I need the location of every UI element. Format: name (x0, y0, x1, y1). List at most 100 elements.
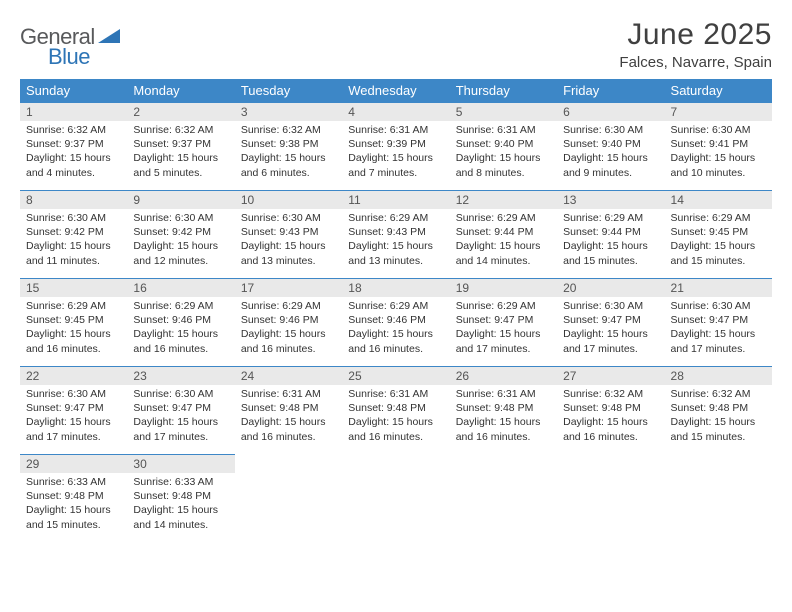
day-number: 18 (342, 279, 449, 297)
day-details: Sunrise: 6:32 AMSunset: 9:37 PMDaylight:… (20, 121, 127, 184)
sunrise-line: Sunrise: 6:31 AM (456, 123, 551, 137)
day-number: 28 (665, 367, 772, 385)
daylight-line: Daylight: 15 hours and 9 minutes. (563, 151, 658, 179)
daylight-line: Daylight: 15 hours and 16 minutes. (133, 327, 228, 355)
day-details: Sunrise: 6:33 AMSunset: 9:48 PMDaylight:… (127, 473, 234, 536)
daylight-line: Daylight: 15 hours and 15 minutes. (26, 503, 121, 531)
sunrise-line: Sunrise: 6:30 AM (671, 299, 766, 313)
day-number: 19 (450, 279, 557, 297)
day-details: Sunrise: 6:30 AMSunset: 9:40 PMDaylight:… (557, 121, 664, 184)
calendar-day-cell: 7Sunrise: 6:30 AMSunset: 9:41 PMDaylight… (665, 103, 772, 191)
day-details: Sunrise: 6:32 AMSunset: 9:37 PMDaylight:… (127, 121, 234, 184)
calendar-day-cell: 20 Sunrise: 6:30 AMSunset: 9:47 PMDayligh… (557, 279, 664, 367)
day-number: 7 (665, 103, 772, 121)
daylight-line: Daylight: 15 hours and 14 minutes. (133, 503, 228, 531)
calendar-day-cell: 26Sunrise: 6:31 AMSunset: 9:48 PMDayligh… (450, 367, 557, 455)
sunrise-line: Sunrise: 6:29 AM (348, 299, 443, 313)
sunset-line: Sunset: 9:43 PM (241, 225, 336, 239)
day-details: Sunrise: 6:32 AMSunset: 9:48 PMDaylight:… (557, 385, 664, 448)
calendar-day-cell: 18Sunrise: 6:29 AMSunset: 9:46 PMDayligh… (342, 279, 449, 367)
day-number: 24 (235, 367, 342, 385)
weekday-header: Saturday (665, 79, 772, 103)
sunset-line: Sunset: 9:38 PM (241, 137, 336, 151)
sunset-line: Sunset: 9:42 PM (133, 225, 228, 239)
daylight-line: Daylight: 15 hours and 16 minutes. (348, 415, 443, 443)
daylight-line: Daylight: 15 hours and 12 minutes. (133, 239, 228, 267)
sunrise-line: Sunrise: 6:33 AM (133, 475, 228, 489)
sunset-line: Sunset: 9:48 PM (348, 401, 443, 415)
sunrise-line: Sunrise: 6:30 AM (241, 211, 336, 225)
day-number: 9 (127, 191, 234, 209)
sunrise-line: Sunrise: 6:32 AM (563, 387, 658, 401)
sunrise-line: Sunrise: 6:29 AM (348, 211, 443, 225)
day-details: Sunrise: 6:29 AMSunset: 9:44 PMDaylight:… (557, 209, 664, 272)
day-details: Sunrise: 6:31 AMSunset: 9:48 PMDaylight:… (235, 385, 342, 448)
calendar-week-row: 22Sunrise: 6:30 AMSunset: 9:47 PMDayligh… (20, 367, 772, 455)
day-number: 1 (20, 103, 127, 121)
weekday-header-row: Sunday Monday Tuesday Wednesday Thursday… (20, 79, 772, 103)
day-details: Sunrise: 6:29 AMSunset: 9:46 PMDaylight:… (342, 297, 449, 360)
daylight-line: Daylight: 15 hours and 11 minutes. (26, 239, 121, 267)
sunset-line: Sunset: 9:45 PM (671, 225, 766, 239)
calendar-day-cell (450, 455, 557, 543)
daylight-line: Daylight: 15 hours and 16 minutes. (26, 327, 121, 355)
day-number: 4 (342, 103, 449, 121)
weekday-header: Thursday (450, 79, 557, 103)
day-number: 16 (127, 279, 234, 297)
daylight-line: Daylight: 15 hours and 8 minutes. (456, 151, 551, 179)
day-number: 25 (342, 367, 449, 385)
day-number: 14 (665, 191, 772, 209)
day-number: 20 (557, 279, 664, 297)
calendar-day-cell: 9Sunrise: 6:30 AMSunset: 9:42 PMDaylight… (127, 191, 234, 279)
daylight-line: Daylight: 15 hours and 6 minutes. (241, 151, 336, 179)
sunset-line: Sunset: 9:47 PM (671, 313, 766, 327)
sunrise-line: Sunrise: 6:31 AM (348, 387, 443, 401)
day-details: Sunrise: 6:31 AMSunset: 9:48 PMDaylight:… (450, 385, 557, 448)
day-number: 30 (127, 455, 234, 473)
sunrise-line: Sunrise: 6:30 AM (563, 299, 658, 313)
daylight-line: Daylight: 15 hours and 10 minutes. (671, 151, 766, 179)
calendar-week-row: 1Sunrise: 6:32 AMSunset: 9:37 PMDaylight… (20, 103, 772, 191)
day-number: 13 (557, 191, 664, 209)
logo-text-blue: Blue (48, 44, 120, 70)
calendar-day-cell: 29Sunrise: 6:33 AMSunset: 9:48 PMDayligh… (20, 455, 127, 543)
weekday-header: Friday (557, 79, 664, 103)
weekday-header: Tuesday (235, 79, 342, 103)
sunrise-line: Sunrise: 6:29 AM (456, 299, 551, 313)
calendar-day-cell: 5Sunrise: 6:31 AMSunset: 9:40 PMDaylight… (450, 103, 557, 191)
calendar-day-cell: 3Sunrise: 6:32 AMSunset: 9:38 PMDaylight… (235, 103, 342, 191)
calendar-day-cell (342, 455, 449, 543)
sunset-line: Sunset: 9:48 PM (133, 489, 228, 503)
daylight-line: Daylight: 15 hours and 17 minutes. (26, 415, 121, 443)
logo: General Blue (20, 18, 120, 70)
day-number: 15 (20, 279, 127, 297)
day-details: Sunrise: 6:32 AMSunset: 9:38 PMDaylight:… (235, 121, 342, 184)
daylight-line: Daylight: 15 hours and 14 minutes. (456, 239, 551, 267)
sunset-line: Sunset: 9:47 PM (563, 313, 658, 327)
calendar-week-row: 8Sunrise: 6:30 AMSunset: 9:42 PMDaylight… (20, 191, 772, 279)
calendar-week-row: 29Sunrise: 6:33 AMSunset: 9:48 PMDayligh… (20, 455, 772, 543)
day-number: 10 (235, 191, 342, 209)
daylight-line: Daylight: 15 hours and 16 minutes. (241, 415, 336, 443)
daylight-line: Daylight: 15 hours and 13 minutes. (348, 239, 443, 267)
day-details: Sunrise: 6:29 AMSunset: 9:47 PMDaylight:… (450, 297, 557, 360)
day-number: 11 (342, 191, 449, 209)
calendar-day-cell: 11Sunrise: 6:29 AMSunset: 9:43 PMDayligh… (342, 191, 449, 279)
day-details: Sunrise: 6:30 AMSunset: 9:47 PMDaylight:… (127, 385, 234, 448)
day-number: 12 (450, 191, 557, 209)
calendar-day-cell: 12Sunrise: 6:29 AMSunset: 9:44 PMDayligh… (450, 191, 557, 279)
sunrise-line: Sunrise: 6:32 AM (26, 123, 121, 137)
sunrise-line: Sunrise: 6:31 AM (348, 123, 443, 137)
sunset-line: Sunset: 9:37 PM (133, 137, 228, 151)
daylight-line: Daylight: 15 hours and 15 minutes. (671, 415, 766, 443)
sunrise-line: Sunrise: 6:30 AM (133, 387, 228, 401)
sunrise-line: Sunrise: 6:30 AM (671, 123, 766, 137)
calendar-day-cell: 21Sunrise: 6:30 AMSunset: 9:47 PMDayligh… (665, 279, 772, 367)
calendar-day-cell (665, 455, 772, 543)
sunset-line: Sunset: 9:48 PM (671, 401, 766, 415)
calendar-day-cell: 2Sunrise: 6:32 AMSunset: 9:37 PMDaylight… (127, 103, 234, 191)
day-number: 27 (557, 367, 664, 385)
sunset-line: Sunset: 9:37 PM (26, 137, 121, 151)
daylight-line: Daylight: 15 hours and 17 minutes. (563, 327, 658, 355)
day-number: 17 (235, 279, 342, 297)
